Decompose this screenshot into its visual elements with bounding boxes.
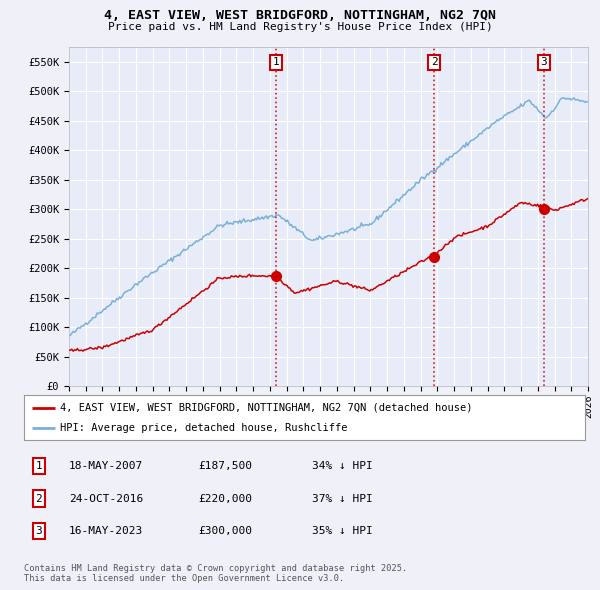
Text: 16-MAY-2023: 16-MAY-2023 [69,526,143,536]
Text: HPI: Average price, detached house, Rushcliffe: HPI: Average price, detached house, Rush… [61,424,348,434]
Text: £220,000: £220,000 [198,494,252,503]
Text: 35% ↓ HPI: 35% ↓ HPI [312,526,373,536]
Text: 1: 1 [273,57,280,67]
Text: 34% ↓ HPI: 34% ↓ HPI [312,461,373,471]
Text: Contains HM Land Registry data © Crown copyright and database right 2025.
This d: Contains HM Land Registry data © Crown c… [24,563,407,583]
Text: 1: 1 [35,461,43,471]
Text: 3: 3 [541,57,547,67]
Text: 4, EAST VIEW, WEST BRIDGFORD, NOTTINGHAM, NG2 7QN (detached house): 4, EAST VIEW, WEST BRIDGFORD, NOTTINGHAM… [61,403,473,412]
Text: 24-OCT-2016: 24-OCT-2016 [69,494,143,503]
Text: 4, EAST VIEW, WEST BRIDGFORD, NOTTINGHAM, NG2 7QN: 4, EAST VIEW, WEST BRIDGFORD, NOTTINGHAM… [104,9,496,22]
Text: 18-MAY-2007: 18-MAY-2007 [69,461,143,471]
Text: 2: 2 [35,494,43,503]
Text: 37% ↓ HPI: 37% ↓ HPI [312,494,373,503]
Text: 2: 2 [431,57,437,67]
Text: 3: 3 [35,526,43,536]
Text: £300,000: £300,000 [198,526,252,536]
Text: £187,500: £187,500 [198,461,252,471]
Text: Price paid vs. HM Land Registry's House Price Index (HPI): Price paid vs. HM Land Registry's House … [107,22,493,32]
